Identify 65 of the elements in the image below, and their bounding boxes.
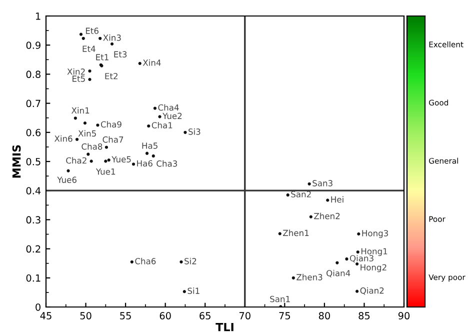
annotation: Cha9 [100, 121, 122, 128]
annotation: Et2 [105, 72, 118, 80]
annotation: Xin4 [142, 59, 161, 66]
annotation: Hong1 [361, 248, 388, 256]
x-tick-label: 65 [200, 312, 210, 320]
annotation: Si1 [188, 288, 200, 294]
annotation: Qian3 [350, 254, 374, 262]
x-axis-title: TLI [216, 323, 234, 332]
annotation: Zhen2 [314, 212, 340, 220]
x-tick-label: 75 [279, 312, 290, 320]
annotation: Zhen1 [283, 230, 309, 236]
annotation: Qian4 [326, 270, 350, 278]
y-tick-label: 1 [36, 12, 40, 20]
y-tick-label: 0.8 [26, 70, 40, 78]
annotation: Xin6 [54, 135, 72, 142]
annotation: Hong3 [362, 230, 388, 238]
annotation: Xin2 [67, 68, 85, 75]
x-tick-label: 60 [160, 312, 171, 320]
x-tick-label: 85 [358, 312, 370, 320]
annotation: Et1 [96, 54, 108, 60]
annotation: Yue1 [96, 168, 116, 175]
x-tick-label: 45 [40, 312, 52, 320]
annotation: Et3 [114, 51, 127, 58]
y-tick-label: 0.9 [26, 42, 40, 49]
annotation: San3 [312, 180, 332, 186]
x-tick-label: 55 [120, 312, 131, 320]
annotation: Yue5 [112, 156, 131, 162]
y-tick-label: 0.4 [26, 187, 41, 194]
annotation: Et6 [86, 28, 98, 34]
y-axis-title: MMIS [12, 145, 21, 178]
annotation: Qian2 [360, 287, 384, 295]
annotation: Ha6 [137, 160, 152, 167]
y-tick-label: 0.3 [26, 216, 40, 224]
y-tick-label: 0.2 [26, 245, 40, 253]
x-tick-label: 80 [318, 312, 330, 320]
annotation: Cha3 [156, 160, 178, 167]
annotation: Hong2 [360, 264, 386, 272]
annotation: Xin3 [103, 34, 121, 41]
annotation: San1 [270, 296, 290, 302]
annotation: Xin5 [78, 130, 96, 137]
y-tick-label: 0.7 [26, 100, 40, 108]
y-tick-label: 0 [36, 303, 40, 311]
x-tick-label: 90 [398, 312, 410, 320]
annotation: Si3 [188, 128, 200, 135]
annotation: Cha7 [102, 136, 124, 143]
annotation: Cha2 [66, 157, 86, 164]
annotation: Si2 [184, 258, 196, 264]
x-tick-label: 70 [240, 312, 250, 320]
annotation: Cha8 [82, 143, 102, 150]
annotation: Zhen3 [296, 274, 322, 280]
annotation: Hei [331, 196, 344, 203]
x-tick-label: 50 [80, 312, 92, 320]
annotation: Yue6 [57, 176, 76, 183]
annotation: Xin1 [72, 107, 90, 114]
y-tick-label: 0.5 [26, 158, 40, 166]
y-tick-label: 0.6 [26, 128, 41, 136]
annotation: Ha5 [142, 142, 158, 149]
annotation: Cha4 [158, 104, 179, 111]
annotation: Cha1 [152, 122, 172, 128]
annotation: Yue2 [162, 112, 182, 120]
annotation: Cha6 [135, 258, 156, 264]
annotation: San2 [291, 191, 311, 198]
annotation: Et5 [72, 76, 85, 82]
y-tick-label: 0.1 [26, 274, 40, 282]
annotation: Et4 [82, 46, 96, 52]
